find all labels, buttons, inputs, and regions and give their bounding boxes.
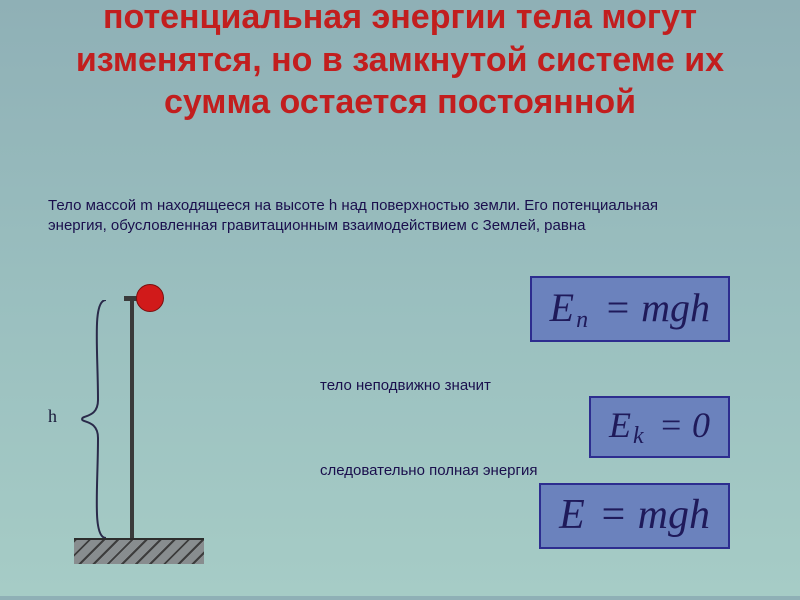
- formula-rhs: = mgh: [594, 285, 710, 330]
- ball-icon: [136, 284, 164, 312]
- formula-sub: k: [633, 423, 644, 449]
- formula-sub: [587, 514, 593, 540]
- formula-sym: E: [559, 492, 585, 538]
- height-diagram: h: [48, 286, 208, 576]
- formula-sub: n: [576, 307, 588, 333]
- brace-icon: [78, 300, 108, 538]
- intro-text: Тело массой m находящееся на высоте h на…: [48, 196, 668, 237]
- h-label: h: [48, 406, 57, 427]
- slide-title: потенциальная энергии тела могут изменят…: [0, 0, 800, 124]
- formula-sym: E: [609, 405, 631, 445]
- formula-rhs: = mgh: [599, 492, 710, 538]
- total-energy-text: следовательно полная энергия: [320, 461, 670, 481]
- motionless-text: тело неподвижно значит: [320, 376, 670, 396]
- formula-rhs: = 0: [650, 405, 710, 445]
- formula-kinetic-energy: Ek = 0: [589, 396, 730, 458]
- ground-hatch: [74, 538, 204, 564]
- formula-potential-energy: En = mgh: [530, 276, 730, 342]
- formula-sym: E: [550, 285, 574, 330]
- pole: [130, 300, 134, 538]
- formula-total-energy: E = mgh: [539, 483, 730, 549]
